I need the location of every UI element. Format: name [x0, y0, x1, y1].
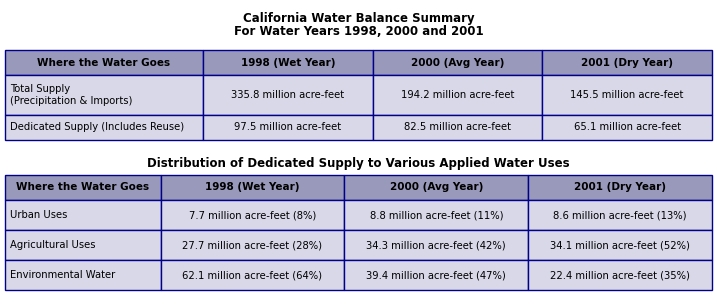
Text: California Water Balance Summary: California Water Balance Summary	[242, 12, 475, 25]
Bar	[344, 230, 528, 260]
Bar	[161, 175, 344, 200]
Text: 27.7 million acre-feet (28%): 27.7 million acre-feet (28%)	[182, 240, 323, 250]
Bar	[5, 115, 203, 140]
Text: 2000 (Avg Year): 2000 (Avg Year)	[389, 182, 483, 192]
Bar	[161, 230, 344, 260]
Text: 335.8 million acre-feet: 335.8 million acre-feet	[232, 90, 344, 100]
Text: 62.1 million acre-feet (64%): 62.1 million acre-feet (64%)	[182, 270, 323, 280]
Text: 65.1 million acre-feet: 65.1 million acre-feet	[574, 123, 680, 132]
Text: 194.2 million acre-feet: 194.2 million acre-feet	[401, 90, 514, 100]
Text: 82.5 million acre-feet: 82.5 million acre-feet	[404, 123, 511, 132]
Bar	[542, 75, 712, 115]
Bar	[528, 260, 712, 290]
Text: 7.7 million acre-feet (8%): 7.7 million acre-feet (8%)	[189, 210, 316, 220]
Bar	[344, 200, 528, 230]
Text: 8.6 million acre-feet (13%): 8.6 million acre-feet (13%)	[554, 210, 687, 220]
Text: Where the Water Goes: Where the Water Goes	[37, 58, 171, 67]
Bar	[528, 175, 712, 200]
Bar	[203, 115, 373, 140]
Bar	[5, 175, 161, 200]
Text: 34.3 million acre-feet (42%): 34.3 million acre-feet (42%)	[366, 240, 506, 250]
Text: 34.1 million acre-feet (52%): 34.1 million acre-feet (52%)	[550, 240, 690, 250]
Bar	[161, 200, 344, 230]
Text: Agricultural Uses: Agricultural Uses	[10, 240, 95, 250]
Text: Where the Water Goes: Where the Water Goes	[16, 182, 149, 192]
Bar	[373, 115, 542, 140]
Text: Total Supply
(Precipitation & Imports): Total Supply (Precipitation & Imports)	[10, 84, 133, 106]
Bar	[373, 75, 542, 115]
Text: 2001 (Dry Year): 2001 (Dry Year)	[581, 58, 673, 67]
Bar	[5, 200, 161, 230]
Text: 2001 (Dry Year): 2001 (Dry Year)	[574, 182, 666, 192]
Text: 22.4 million acre-feet (35%): 22.4 million acre-feet (35%)	[550, 270, 690, 280]
Text: 1998 (Wet Year): 1998 (Wet Year)	[240, 58, 335, 67]
Bar	[542, 50, 712, 75]
Bar	[528, 200, 712, 230]
Bar	[161, 260, 344, 290]
Text: 145.5 million acre-feet: 145.5 million acre-feet	[571, 90, 684, 100]
Bar	[5, 260, 161, 290]
Bar	[344, 260, 528, 290]
Bar	[528, 230, 712, 260]
Text: Distribution of Dedicated Supply to Various Applied Water Uses: Distribution of Dedicated Supply to Vari…	[147, 157, 570, 170]
Text: 8.8 million acre-feet (11%): 8.8 million acre-feet (11%)	[369, 210, 503, 220]
Text: Urban Uses: Urban Uses	[10, 210, 67, 220]
Bar	[5, 230, 161, 260]
Bar	[344, 175, 528, 200]
Text: Environmental Water: Environmental Water	[10, 270, 115, 280]
Text: For Water Years 1998, 2000 and 2001: For Water Years 1998, 2000 and 2001	[234, 25, 483, 38]
Bar	[5, 75, 203, 115]
Bar	[542, 115, 712, 140]
Text: 39.4 million acre-feet (47%): 39.4 million acre-feet (47%)	[366, 270, 506, 280]
Bar	[203, 50, 373, 75]
Text: 2000 (Avg Year): 2000 (Avg Year)	[411, 58, 504, 67]
Text: Dedicated Supply (Includes Reuse): Dedicated Supply (Includes Reuse)	[10, 123, 184, 132]
Text: 97.5 million acre-feet: 97.5 million acre-feet	[234, 123, 341, 132]
Bar	[203, 75, 373, 115]
Bar	[373, 50, 542, 75]
Text: 1998 (Wet Year): 1998 (Wet Year)	[205, 182, 300, 192]
Bar	[5, 50, 203, 75]
